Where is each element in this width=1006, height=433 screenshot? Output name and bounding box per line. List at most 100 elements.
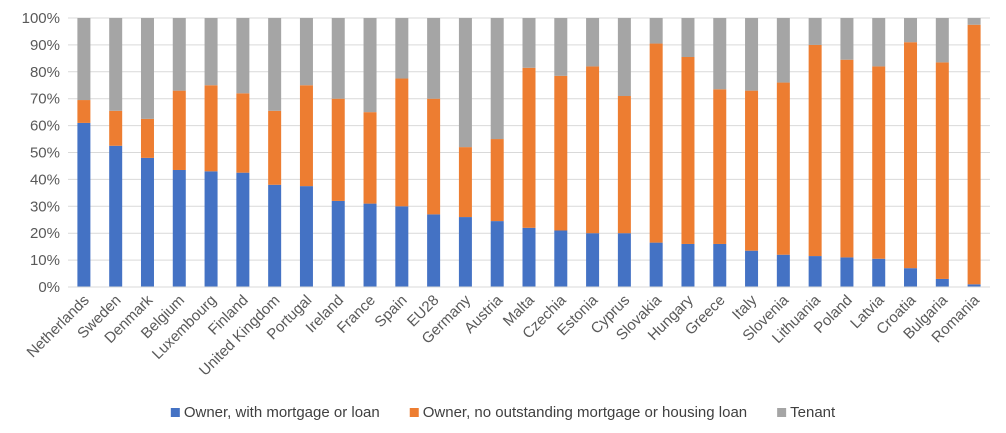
y-tick-label: 100%	[22, 10, 60, 27]
bar-segment	[140, 118, 154, 158]
bar-segment	[395, 78, 409, 207]
bar-segment	[586, 66, 600, 234]
legend-label: Tenant	[790, 404, 836, 421]
bar-segment	[109, 18, 123, 111]
legend-label: Owner, with mortgage or loan	[184, 404, 380, 421]
bar-segment	[935, 62, 949, 279]
bar-segment	[458, 217, 472, 287]
bar-segment	[172, 18, 186, 91]
bar-segment	[172, 90, 186, 170]
bar-segment	[554, 75, 568, 231]
bar-segment	[808, 44, 822, 257]
bar-segment	[554, 18, 568, 76]
legend-label: Owner, no outstanding mortgage or housin…	[423, 404, 747, 421]
bar-segment	[458, 147, 472, 218]
bar-segment	[617, 18, 631, 97]
y-tick-label: 80%	[30, 64, 60, 81]
y-tick-label: 0%	[38, 279, 60, 296]
x-tick-label: Spain	[371, 292, 410, 331]
bar-segment	[236, 172, 250, 287]
bar-segment	[363, 112, 377, 204]
bar-segment	[363, 18, 377, 113]
bar-segment	[299, 186, 313, 287]
y-tick-label: 60%	[30, 118, 60, 135]
bar-segment	[681, 57, 695, 244]
bar-segment	[299, 85, 313, 187]
bar-segment	[935, 18, 949, 63]
bar-segment	[745, 18, 759, 91]
bar-segment	[554, 230, 568, 287]
bar-segment	[395, 206, 409, 287]
y-tick-label: 70%	[30, 91, 60, 108]
bar-segment	[713, 18, 727, 90]
bar-segment	[204, 18, 218, 86]
legend-item: Tenant	[777, 404, 836, 421]
bar-segment	[872, 18, 886, 67]
bar-segment	[490, 139, 504, 222]
bar-segment	[681, 243, 695, 287]
bar-segment	[77, 122, 91, 287]
bar-segment	[522, 18, 536, 68]
bar-segment	[268, 18, 282, 111]
y-axis-ticks: 0% 10% 20% 30% 40% 50% 60% 70% 80% 90% 100%	[22, 10, 60, 296]
bar-segment	[522, 227, 536, 287]
bar-segment	[904, 42, 918, 269]
bar-segment	[172, 169, 186, 287]
bar-segment	[617, 96, 631, 234]
bar-segment	[872, 66, 886, 259]
bar-segment	[299, 18, 313, 86]
bar-segment	[808, 256, 822, 287]
bar-segment	[713, 243, 727, 287]
y-tick-label: 10%	[30, 252, 60, 269]
y-tick-label: 20%	[30, 225, 60, 242]
bar-segment	[617, 233, 631, 287]
legend-swatch	[170, 408, 180, 417]
bars	[77, 18, 981, 287]
bar-segment	[586, 18, 600, 67]
bar-segment	[840, 18, 854, 60]
bar-segment	[745, 90, 759, 251]
bar-segment	[490, 221, 504, 287]
legend: Owner, with mortgage or loan Owner, no ou…	[170, 404, 836, 421]
bar-segment	[872, 258, 886, 287]
bar-segment	[713, 89, 727, 244]
bar-segment	[586, 233, 600, 287]
bar-segment	[268, 110, 282, 185]
bar-segment	[204, 171, 218, 287]
bar-segment	[427, 98, 441, 215]
bar-segment	[808, 18, 822, 45]
bar-segment	[236, 18, 250, 94]
bar-segment	[395, 18, 409, 79]
bar-segment	[904, 18, 918, 43]
bar-segment	[904, 268, 918, 287]
bar-segment	[363, 203, 377, 287]
bar-segment	[140, 157, 154, 287]
bar-segment	[649, 18, 663, 44]
legend-item: Owner, no outstanding mortgage or housin…	[409, 404, 747, 421]
bar-segment	[776, 254, 790, 287]
bar-segment	[331, 18, 345, 99]
bar-segment	[236, 93, 250, 173]
bar-segment	[681, 18, 695, 58]
bar-segment	[77, 18, 91, 101]
bar-segment	[967, 24, 981, 285]
bar-segment	[427, 18, 441, 99]
bar-segment	[77, 100, 91, 123]
bar-segment	[204, 85, 218, 172]
bar-segment	[967, 18, 981, 25]
y-tick-label: 90%	[30, 37, 60, 54]
legend-swatch	[777, 408, 787, 417]
bar-segment	[776, 18, 790, 83]
y-tick-label: 30%	[30, 198, 60, 215]
y-tick-label: 50%	[30, 145, 60, 162]
y-tick-label: 40%	[30, 171, 60, 188]
bar-segment	[840, 257, 854, 287]
bar-segment	[140, 18, 154, 119]
bar-segment	[331, 200, 345, 287]
bar-segment	[522, 67, 536, 228]
legend-item: Owner, with mortgage or loan	[170, 404, 380, 421]
bar-segment	[649, 43, 663, 243]
bar-segment	[967, 284, 981, 287]
